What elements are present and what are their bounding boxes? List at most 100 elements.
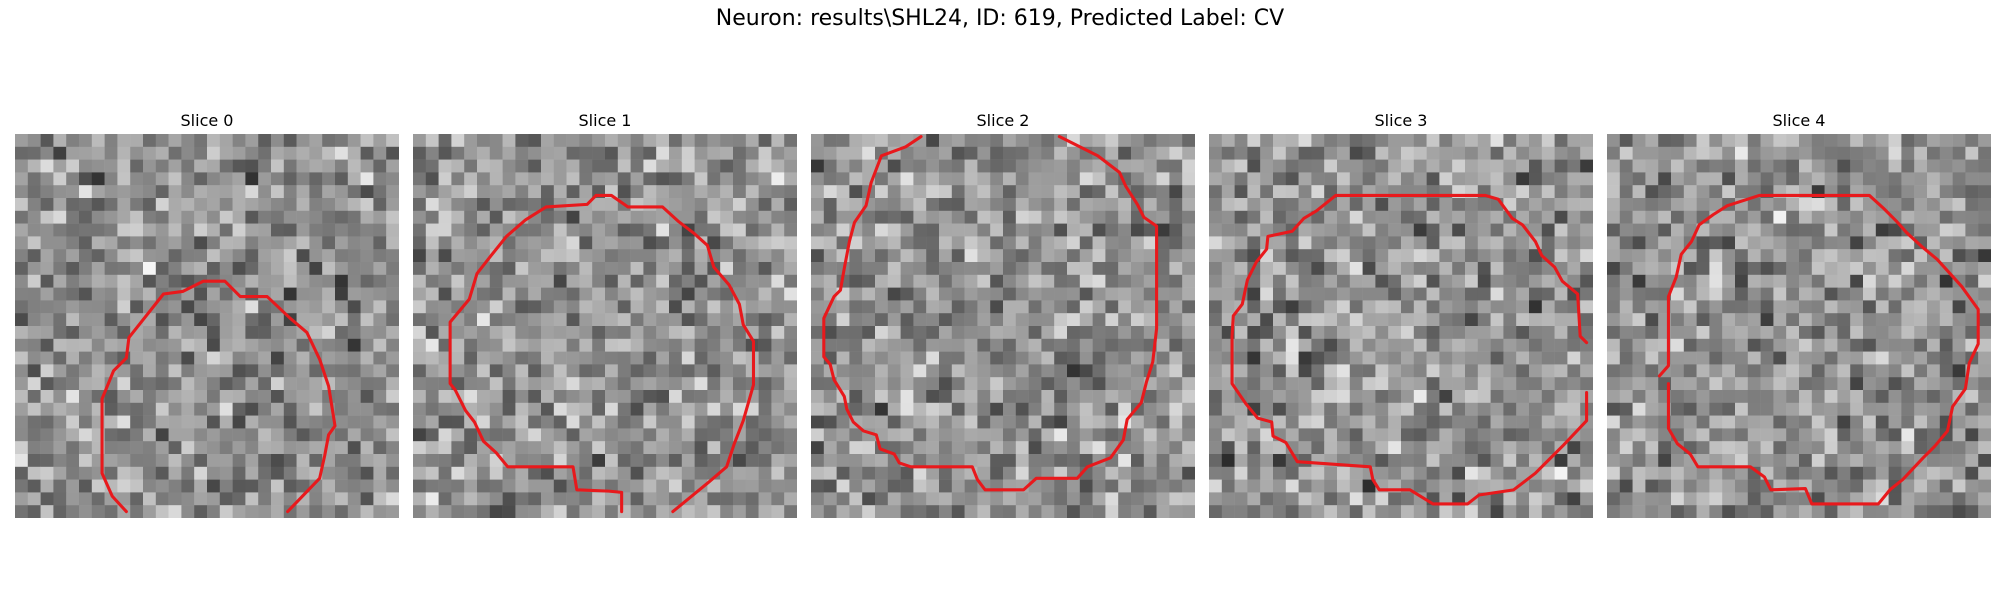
pixel [502,364,516,378]
pixel [40,390,54,404]
pixel [1978,364,1991,378]
pixel [232,505,246,518]
pixel [489,223,503,237]
pixel [849,274,863,288]
pixel [91,134,105,148]
pixel [143,428,157,442]
pixel [477,210,491,224]
pixel [464,505,478,518]
pixel [862,402,876,416]
pixel [1054,505,1068,518]
pixel [53,479,67,493]
pixel [913,159,927,173]
pixel [1426,390,1440,404]
pixel [1863,454,1877,468]
pixel [1696,274,1710,288]
pixel [130,364,144,378]
pixel [53,441,67,455]
pixel [91,274,105,288]
pixel [1850,134,1864,148]
pixel [707,428,721,442]
pixel [245,454,259,468]
pixel [862,492,876,506]
pixel [669,402,683,416]
pixel [1041,313,1055,327]
pixel [335,287,349,301]
pixel [617,364,631,378]
pixel [1850,236,1864,250]
pixel [1465,454,1479,468]
pixel [875,146,889,160]
pixel [130,326,144,340]
pixel [1503,236,1517,250]
pixel [1888,159,1902,173]
pixel [913,441,927,455]
pixel [1067,326,1081,340]
pixel [15,134,29,148]
pixel [1273,210,1287,224]
segmentation-contour [822,135,1159,492]
pixel [758,262,772,276]
pixel [1131,338,1145,352]
pixel [1760,210,1774,224]
pixel [232,466,246,480]
pixel [681,338,695,352]
pixel [566,492,580,506]
pixel [1298,338,1312,352]
pixel [811,505,825,518]
pixel [66,300,80,314]
pixel [66,134,80,148]
pixel [669,313,683,327]
pixel [977,390,991,404]
pixel [1490,134,1504,148]
pixel [1516,185,1530,199]
pixel [373,377,387,391]
pixel [232,351,246,365]
pixel [1786,210,1800,224]
pixel [79,492,93,506]
pixel [964,505,978,518]
pixel [117,415,131,429]
pixel [1939,274,1953,288]
pixel [168,377,182,391]
pixel [528,287,542,301]
pixel [1143,159,1157,173]
pixel [592,287,606,301]
pixel [1747,428,1761,442]
pixel [951,210,965,224]
pixel [553,428,567,442]
pixel [1580,185,1593,199]
pixel [900,223,914,237]
pixel [194,390,208,404]
pixel [464,479,478,493]
pixel [1799,274,1813,288]
pixel [862,313,876,327]
pixel [386,479,399,493]
pixel [1349,415,1363,429]
pixel [1156,466,1170,480]
pixel [104,210,118,224]
pixel [1799,262,1813,276]
pixel [1079,249,1093,263]
pixel [1182,236,1195,250]
pixel [1888,274,1902,288]
pixel [1978,223,1991,237]
pixel [207,402,221,416]
pixel [451,415,465,429]
pixel [258,210,272,224]
pixel [40,338,54,352]
pixel [977,236,991,250]
pixel [1965,159,1979,173]
pixel [1298,326,1312,340]
pixel [771,134,785,148]
pixel [1965,441,1979,455]
pixel [862,146,876,160]
pixel [656,454,670,468]
pixel [66,274,80,288]
pixel [1362,287,1376,301]
pixel [1003,287,1017,301]
pixel [1028,185,1042,199]
pixel [181,326,195,340]
pixel [1914,134,1928,148]
segmentation-contour [1230,193,1589,506]
